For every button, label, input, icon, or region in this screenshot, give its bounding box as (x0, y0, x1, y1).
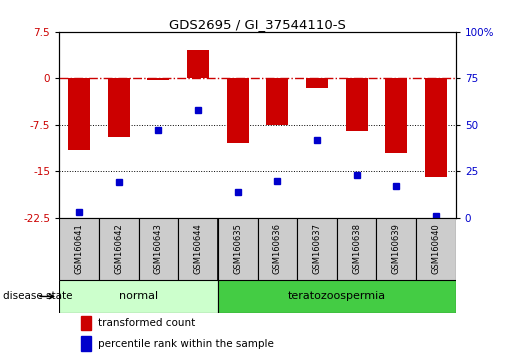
Bar (266, 78, 288, 125)
Text: disease state: disease state (3, 291, 72, 302)
Text: GSM160636: GSM160636 (273, 223, 282, 274)
Bar (376, 218, 416, 280)
Text: teratozoospermia: teratozoospermia (288, 291, 386, 302)
Text: normal: normal (119, 291, 158, 302)
Bar (178, 218, 218, 280)
Bar (337, 218, 376, 280)
Text: GSM160639: GSM160639 (392, 223, 401, 274)
Bar (59, 280, 218, 313)
Title: GDS2695 / GI_37544110-S: GDS2695 / GI_37544110-S (169, 18, 346, 31)
Text: GSM160641: GSM160641 (75, 223, 83, 274)
Bar (218, 218, 258, 280)
Bar (346, 78, 368, 131)
Bar (306, 78, 328, 88)
Bar (385, 78, 407, 153)
Bar (425, 78, 447, 177)
Text: percentile rank within the sample: percentile rank within the sample (98, 339, 274, 349)
Bar (187, 50, 209, 78)
Bar (218, 280, 456, 313)
Text: GSM160638: GSM160638 (352, 223, 361, 274)
Bar (81, 337, 91, 351)
Bar (68, 78, 90, 149)
Bar (416, 218, 456, 280)
Bar (258, 218, 297, 280)
Bar (108, 78, 130, 137)
Bar (59, 218, 99, 280)
Bar (227, 78, 249, 143)
Bar (139, 218, 178, 280)
Text: GSM160640: GSM160640 (432, 223, 440, 274)
Text: GSM160643: GSM160643 (154, 223, 163, 274)
Bar (99, 218, 139, 280)
Bar (81, 316, 91, 330)
Text: GSM160637: GSM160637 (313, 223, 321, 274)
Text: GSM160644: GSM160644 (194, 223, 202, 274)
Bar (297, 218, 337, 280)
Bar (147, 78, 169, 80)
Text: GSM160642: GSM160642 (114, 223, 123, 274)
Text: GSM160635: GSM160635 (233, 223, 242, 274)
Text: transformed count: transformed count (98, 319, 196, 329)
